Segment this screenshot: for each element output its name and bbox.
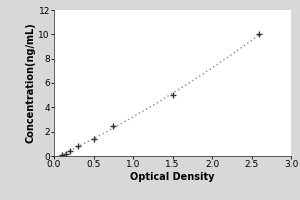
X-axis label: Optical Density: Optical Density	[130, 172, 215, 182]
Y-axis label: Concentration(ng/mL): Concentration(ng/mL)	[26, 23, 36, 143]
